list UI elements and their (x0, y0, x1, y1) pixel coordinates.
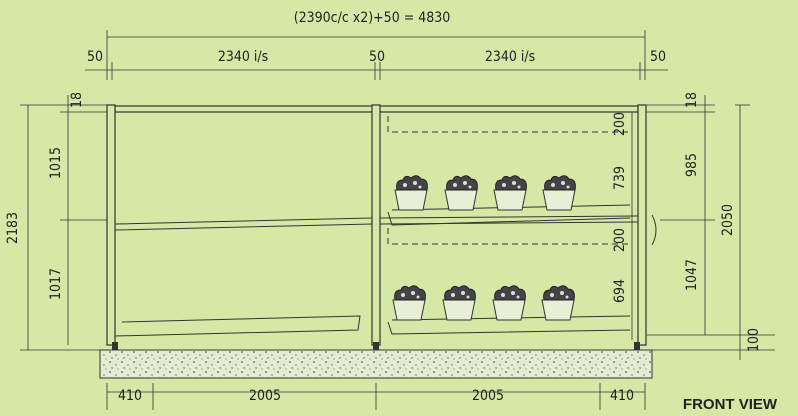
dimension-label: 1017 (48, 268, 64, 300)
dimension-label: 985 (684, 153, 700, 177)
dimension-label: 100 (746, 328, 762, 352)
dimension-label: 50 (87, 49, 103, 65)
dimension-label: 200 (612, 112, 628, 136)
dimension-label: 2005 (249, 388, 281, 404)
dimension-label: 1015 (48, 147, 64, 179)
frame (106, 104, 657, 350)
dimension-label: 2340 i/s (218, 49, 268, 65)
dimension-lines (20, 30, 775, 410)
dimension-label: 410 (118, 388, 142, 404)
dimension-label: 50 (369, 49, 385, 65)
dimension-label: 1047 (684, 259, 700, 291)
dimension-label: 694 (612, 279, 628, 303)
dimension-label: 18 (684, 92, 700, 108)
dimension-label: 2183 (5, 212, 21, 244)
dimension-label: 2340 i/s (485, 49, 535, 65)
view-label: FRONT VIEW (683, 396, 778, 413)
ground (99, 349, 653, 379)
total-dimension: (2390c/c x2)+50 = 4830 (294, 10, 451, 26)
dimension-label: 18 (69, 92, 85, 108)
dimension-label: 739 (612, 166, 628, 190)
dimension-label: 410 (610, 388, 634, 404)
dimension-label: 2050 (720, 204, 736, 236)
dimension-label: 200 (612, 228, 628, 252)
dimension-label: 50 (650, 49, 666, 65)
plants (392, 175, 576, 321)
dimension-label: 2005 (472, 388, 504, 404)
